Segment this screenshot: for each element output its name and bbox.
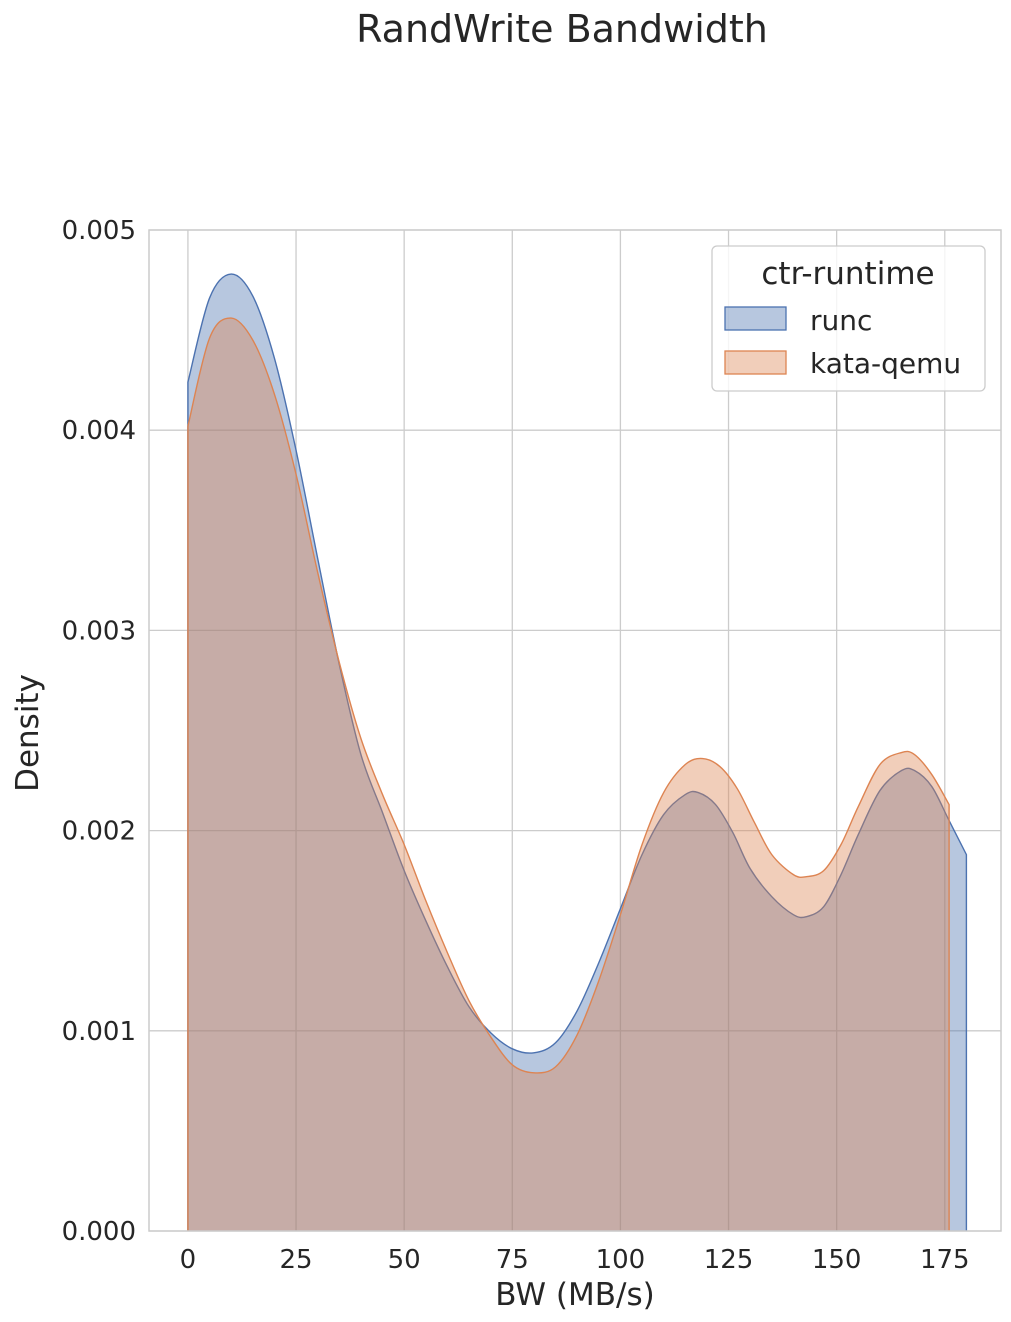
x-tick-label: 50 xyxy=(388,1245,421,1275)
y-tick-label: 0.004 xyxy=(62,416,136,446)
x-tick-label: 0 xyxy=(180,1245,197,1275)
legend-swatch-kata-qemu xyxy=(724,350,787,375)
x-tick-label: 125 xyxy=(704,1245,754,1275)
legend-title: ctr-runtime xyxy=(761,256,934,292)
density-area-runc xyxy=(187,274,967,1231)
x-axis-label: BW (MB/s) xyxy=(495,1277,654,1313)
x-tick-label: 100 xyxy=(596,1245,646,1275)
y-tick-label: 0.000 xyxy=(62,1217,136,1247)
chart-title: RandWrite Bandwidth xyxy=(356,7,768,51)
x-tick-label: 75 xyxy=(496,1245,529,1275)
density-line-kata-qemu xyxy=(187,317,950,1232)
y-tick-label: 0.002 xyxy=(62,817,136,847)
x-tick-label: 175 xyxy=(920,1245,970,1275)
legend-label-kata-qemu: kata-qemu xyxy=(810,347,961,380)
legend: ctr-runtime runc kata-qemu xyxy=(711,245,986,392)
y-tick-label: 0.005 xyxy=(62,216,136,246)
y-tick-label: 0.003 xyxy=(62,616,136,646)
legend-box xyxy=(711,245,986,392)
density-area-kata-qemu xyxy=(187,318,950,1231)
density-areas xyxy=(187,273,968,1232)
density-line-runc xyxy=(187,273,968,1232)
plot-frame xyxy=(148,229,1002,1232)
legend-label-runc: runc xyxy=(810,304,872,337)
y-tick-label: 0.001 xyxy=(62,1017,136,1047)
x-tick-label: 25 xyxy=(279,1245,312,1275)
legend-swatch-runc xyxy=(724,306,787,331)
x-tick-label: 150 xyxy=(812,1245,862,1275)
y-axis-label: Density xyxy=(10,674,46,792)
y-tick-labels: 0.000 0.001 0.002 0.003 0.004 0.005 xyxy=(62,216,136,1247)
x-tick-labels: 0 25 50 75 100 125 150 175 xyxy=(180,1245,970,1275)
